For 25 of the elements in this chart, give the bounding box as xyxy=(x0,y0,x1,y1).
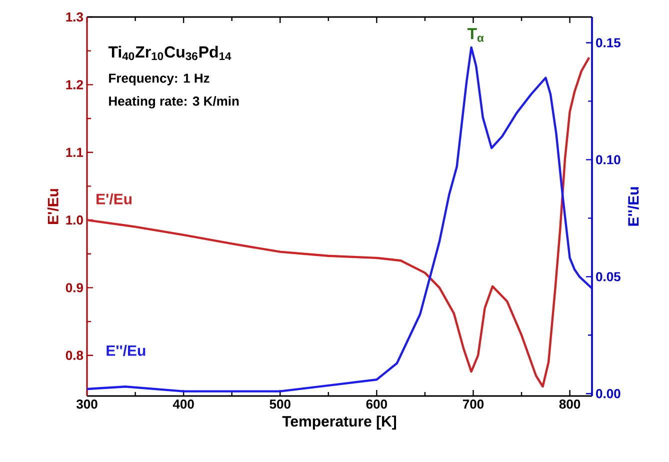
x-tick-label: 600 xyxy=(366,400,387,409)
text: E''/Eu xyxy=(106,344,146,356)
annotation: Ti$_{40}$Zr$_{10}$Cu$_{36}$Pd$_{14}$ xyxy=(108,46,232,60)
y-tick-label: 1.3 xyxy=(66,12,84,22)
y2-tick-label: 0.05 xyxy=(596,272,620,282)
x-tick-label: 700 xyxy=(462,400,484,409)
series-label: E'/Eu xyxy=(96,193,132,204)
y-tick-label: 0.9 xyxy=(66,283,83,292)
y-tick-label: 1.0 xyxy=(66,215,83,225)
x-tick-label: 500 xyxy=(270,400,290,409)
x-axis-title: Temperature [K] xyxy=(282,416,396,430)
y-tick-label: 0.8 xyxy=(66,350,84,360)
y2-axis-title: E''/Eu xyxy=(628,187,639,226)
x-tick-label: 800 xyxy=(559,400,580,409)
annotation: Heating rate: 3 K/min xyxy=(109,96,239,108)
y-tick-label: 1.2 xyxy=(66,80,83,90)
annotation: Frequency: 1 Hz xyxy=(109,74,210,86)
y-axis-title: E'/Eu xyxy=(47,189,59,224)
annotation: T$_{α}$ xyxy=(467,28,484,42)
y2-tick-label: 0.00 xyxy=(596,389,620,398)
x-tick-label: 400 xyxy=(172,400,194,409)
y2-tick-label: 0.15 xyxy=(596,38,620,48)
x-tick-label: 300 xyxy=(76,400,98,409)
y2-tick-label: 0.10 xyxy=(596,155,620,164)
y-tick-label: 1.1 xyxy=(66,148,84,157)
